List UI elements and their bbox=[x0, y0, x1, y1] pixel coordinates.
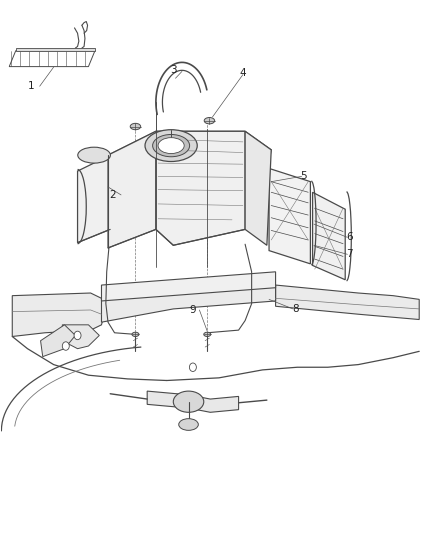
Text: 1: 1 bbox=[28, 81, 34, 91]
Ellipse shape bbox=[132, 332, 139, 336]
Text: 8: 8 bbox=[292, 304, 298, 314]
Text: 2: 2 bbox=[109, 190, 116, 200]
Text: 9: 9 bbox=[190, 305, 196, 315]
Polygon shape bbox=[102, 272, 276, 301]
Ellipse shape bbox=[158, 138, 184, 154]
Ellipse shape bbox=[145, 130, 197, 161]
Polygon shape bbox=[276, 285, 419, 319]
Polygon shape bbox=[108, 131, 271, 171]
Polygon shape bbox=[62, 325, 99, 349]
Polygon shape bbox=[313, 192, 345, 280]
Polygon shape bbox=[12, 293, 105, 336]
Ellipse shape bbox=[130, 123, 141, 130]
Text: 6: 6 bbox=[346, 232, 353, 243]
Polygon shape bbox=[108, 131, 156, 248]
Ellipse shape bbox=[204, 332, 211, 336]
Text: 5: 5 bbox=[300, 172, 307, 181]
Ellipse shape bbox=[204, 117, 215, 124]
Text: 3: 3 bbox=[170, 66, 177, 75]
Text: 7: 7 bbox=[346, 249, 353, 260]
Ellipse shape bbox=[152, 134, 190, 157]
Polygon shape bbox=[41, 325, 75, 357]
Polygon shape bbox=[245, 131, 271, 245]
Ellipse shape bbox=[78, 147, 110, 163]
Circle shape bbox=[62, 342, 69, 350]
Circle shape bbox=[74, 331, 81, 340]
Text: 4: 4 bbox=[240, 68, 246, 78]
Polygon shape bbox=[78, 155, 110, 243]
Polygon shape bbox=[156, 131, 245, 245]
Polygon shape bbox=[147, 391, 239, 413]
Polygon shape bbox=[102, 285, 276, 322]
Polygon shape bbox=[9, 51, 95, 67]
Circle shape bbox=[189, 363, 196, 372]
Ellipse shape bbox=[173, 391, 204, 413]
Polygon shape bbox=[16, 48, 95, 51]
Ellipse shape bbox=[179, 419, 198, 430]
Polygon shape bbox=[269, 168, 311, 264]
